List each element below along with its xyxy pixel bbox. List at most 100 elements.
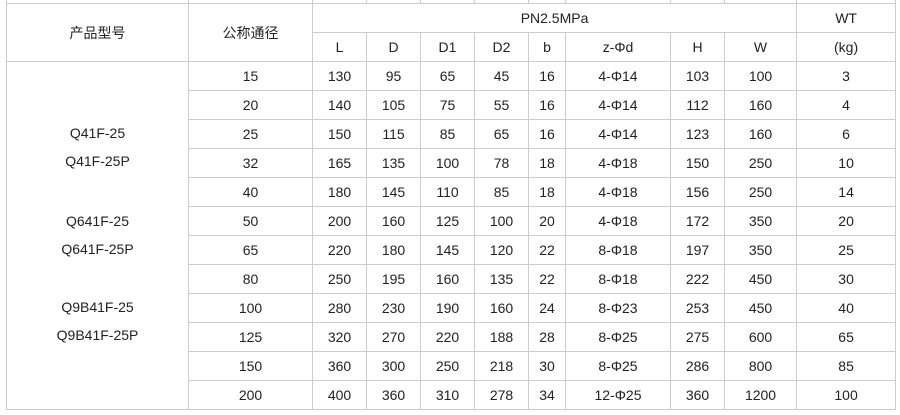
table-cell: 55: [474, 90, 529, 120]
table-cell: 16: [528, 61, 566, 91]
table-cell: 85: [796, 351, 897, 381]
table-cell: 85: [474, 177, 529, 207]
table-cell: 123: [670, 119, 725, 149]
table-cell: 156: [670, 177, 725, 207]
table-cell: 32: [188, 148, 313, 178]
header-nominal-diameter: 公称通径: [188, 3, 313, 62]
table-cell: 197: [670, 235, 725, 265]
header-col-l: L: [312, 32, 367, 62]
table-cell: 22: [528, 264, 566, 294]
table-cell: 40: [796, 293, 897, 323]
table-cell: 172: [670, 206, 725, 236]
table-cell: 220: [420, 322, 475, 352]
table-cell: 103: [670, 61, 725, 91]
header-col-b: b: [528, 32, 566, 62]
header-pressure: PN2.5MPa: [311, 3, 798, 33]
table-cell: 8-Φ25: [565, 322, 671, 352]
table-cell: 4-Φ14: [565, 119, 671, 149]
table-cell: 190: [420, 293, 475, 323]
table-cell: 10: [796, 148, 897, 178]
table-cell: 135: [474, 264, 529, 294]
table-cell: 112: [670, 90, 725, 120]
table-cell: 160: [420, 264, 475, 294]
table-cell: 4-Φ14: [565, 90, 671, 120]
table-cell: 165: [312, 148, 367, 178]
table-cell: 250: [312, 264, 367, 294]
model-cell: Q41F-25 Q41F-25P Q641F-25 Q641F-25P Q9B41F-2…: [6, 61, 189, 410]
table-cell: 150: [188, 351, 313, 381]
table-cell: 28: [528, 322, 566, 352]
table-cell: 360: [670, 380, 725, 410]
table-cell: 4-Φ14: [565, 61, 671, 91]
header-col-d2: D2: [474, 32, 529, 62]
table-cell: 3: [796, 61, 897, 91]
table-cell: 135: [366, 148, 421, 178]
table-cell: 253: [670, 293, 725, 323]
table-cell: 200: [188, 380, 313, 410]
table-cell: 160: [474, 293, 529, 323]
table-cell: 30: [796, 264, 897, 294]
table-cell: 350: [723, 206, 798, 236]
table-cell: 270: [366, 322, 421, 352]
table-cell: 360: [312, 351, 367, 381]
table-cell: 65: [188, 235, 313, 265]
table-row: 125 320 270 220 188 28 8-Φ25 275 600 65: [7, 322, 897, 352]
table-cell: 150: [312, 119, 367, 149]
table-cell: 250: [420, 351, 475, 381]
table-cell: 4-Φ18: [565, 206, 671, 236]
table-cell: 280: [312, 293, 367, 323]
table-row: 32 165 135 100 78 18 4-Φ18 150 250 10: [7, 148, 897, 178]
table-cell: 40: [188, 177, 313, 207]
table-cell: 200: [312, 206, 367, 236]
table-row: 80 250 195 160 135 22 8-Φ18 222 450 30: [7, 264, 897, 294]
table-cell: 230: [366, 293, 421, 323]
table-cell: 16: [528, 90, 566, 120]
table-cell: 105: [366, 90, 421, 120]
table-cell: 80: [188, 264, 313, 294]
model-name: Q9B41F-25P: [56, 327, 139, 343]
table-cell: 275: [670, 322, 725, 352]
table-cell: 800: [723, 351, 798, 381]
table-cell: 250: [723, 148, 798, 178]
table-cell: 14: [796, 177, 897, 207]
table-cell: 8-Φ23: [565, 293, 671, 323]
table-cell: 300: [366, 351, 421, 381]
table-cell: 34: [528, 380, 566, 410]
header-wt: WT: [796, 3, 897, 33]
table-cell: 145: [366, 177, 421, 207]
table-cell: 24: [528, 293, 566, 323]
table-cell: 450: [723, 264, 798, 294]
table-cell: 78: [474, 148, 529, 178]
table-cell: 4-Φ18: [565, 177, 671, 207]
table-row: 20 140 105 75 55 16 4-Φ14 112 160 4: [7, 90, 897, 120]
table-cell: 18: [528, 148, 566, 178]
table-cell: 250: [723, 177, 798, 207]
table-cell: 95: [366, 61, 421, 91]
model-name: Q9B41F-25: [61, 299, 134, 315]
table-cell: 22: [528, 235, 566, 265]
table-cell: 218: [474, 351, 529, 381]
table-cell: 160: [723, 119, 798, 149]
header-model: 产品型号: [6, 3, 189, 62]
table-cell: 310: [420, 380, 475, 410]
table-cell: 120: [474, 235, 529, 265]
table-cell: 20: [188, 90, 313, 120]
table-cell: 65: [796, 322, 897, 352]
table-cell: 8-Φ18: [565, 264, 671, 294]
table-cell: 145: [420, 235, 475, 265]
table-cell: 220: [312, 235, 367, 265]
table-cell: 115: [366, 119, 421, 149]
table-cell: 8-Φ18: [565, 235, 671, 265]
table-cell: 600: [723, 322, 798, 352]
table-cell: 150: [670, 148, 725, 178]
table-cell: 4: [796, 90, 897, 120]
table-cell: 278: [474, 380, 529, 410]
table-cell: 100: [796, 380, 897, 410]
table-cell: 125: [188, 322, 313, 352]
valve-spec-table: 产品型号 公称通径 PN2.5MPa WT L D D1 D2 b z-Φd H W (kg) …: [6, 3, 897, 410]
table-cell: 188: [474, 322, 529, 352]
model-name: Q41F-25: [69, 125, 126, 141]
table-cell: 85: [420, 119, 475, 149]
table-row: 200 400 360 310 278 34 12-Φ25 360 1200 100: [7, 380, 897, 410]
table-cell: 20: [796, 206, 897, 236]
